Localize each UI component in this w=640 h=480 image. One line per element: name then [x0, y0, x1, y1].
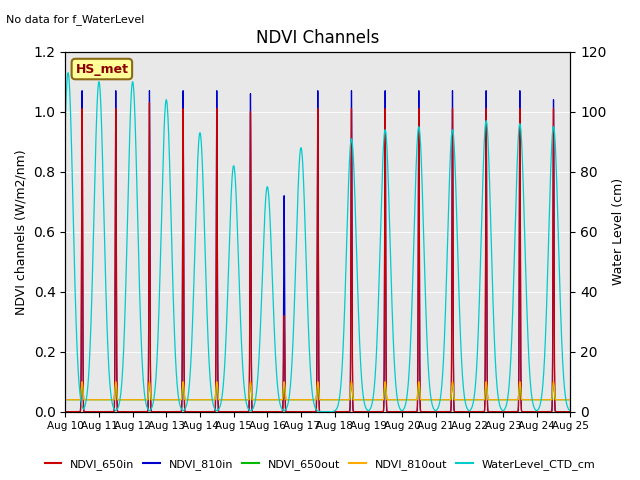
Text: HS_met: HS_met [76, 62, 129, 75]
Y-axis label: Water Level (cm): Water Level (cm) [612, 178, 625, 285]
Y-axis label: NDVI channels (W/m2/nm): NDVI channels (W/m2/nm) [15, 149, 28, 314]
Text: No data for f_WaterLevel: No data for f_WaterLevel [6, 14, 145, 25]
Title: NDVI Channels: NDVI Channels [256, 29, 380, 48]
Legend: NDVI_650in, NDVI_810in, NDVI_650out, NDVI_810out, WaterLevel_CTD_cm: NDVI_650in, NDVI_810in, NDVI_650out, NDV… [40, 455, 600, 474]
